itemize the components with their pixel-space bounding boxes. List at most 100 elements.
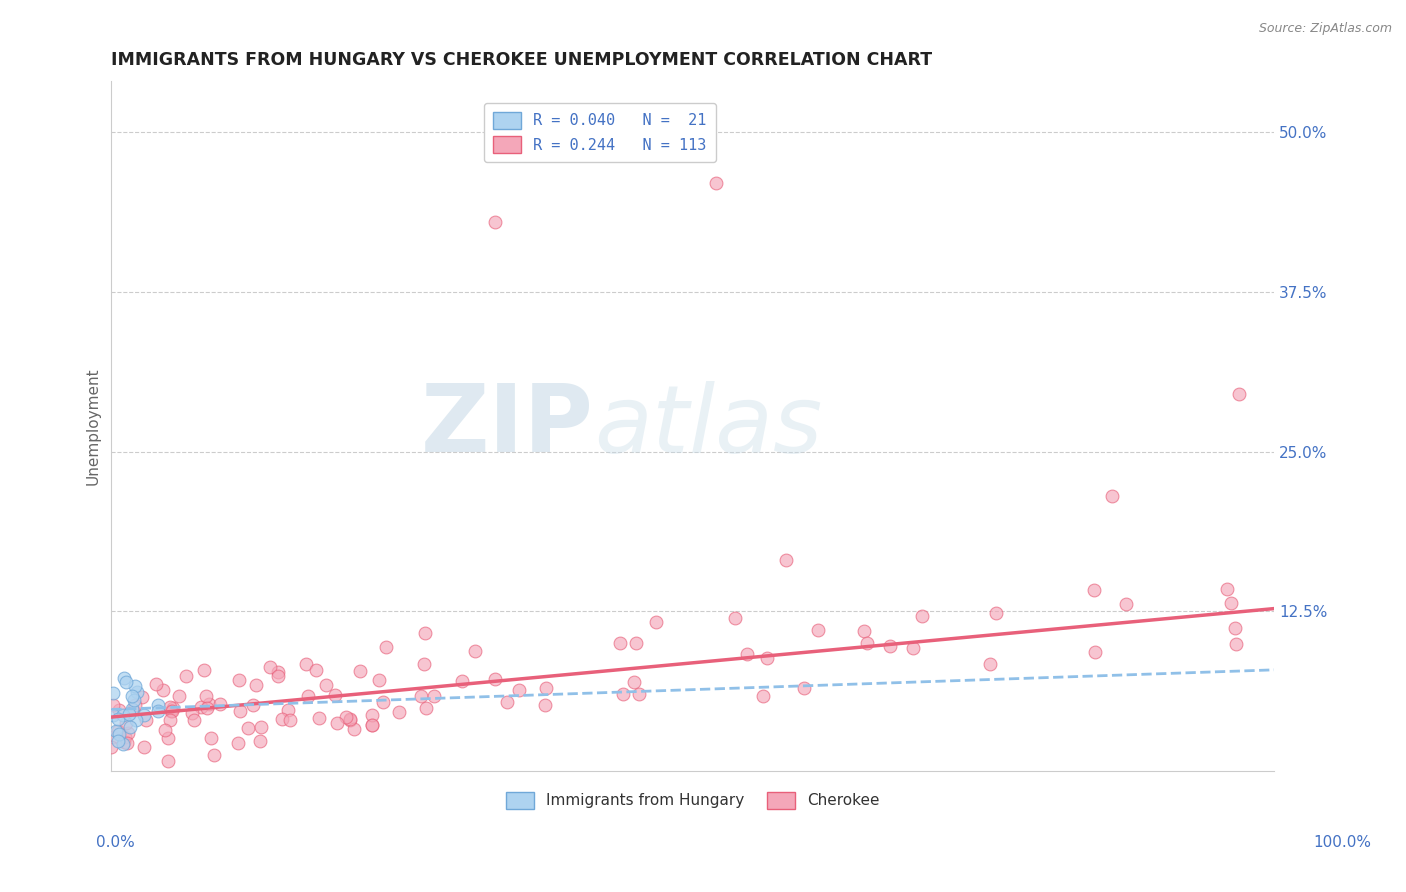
Point xyxy=(115,716,138,731)
Point xyxy=(308,711,330,725)
Point xyxy=(1083,582,1105,597)
Point xyxy=(305,663,328,677)
Point xyxy=(371,695,394,709)
Point xyxy=(101,686,124,700)
Point xyxy=(134,707,156,722)
Point xyxy=(267,665,290,679)
Point xyxy=(250,721,273,735)
Point xyxy=(984,606,1007,620)
Text: atlas: atlas xyxy=(595,381,823,472)
Point xyxy=(361,718,384,732)
Point xyxy=(413,657,436,671)
Point xyxy=(146,704,169,718)
Point xyxy=(297,690,319,704)
Point xyxy=(361,707,384,722)
Point xyxy=(198,697,221,711)
Text: Source: ZipAtlas.com: Source: ZipAtlas.com xyxy=(1258,22,1392,36)
Point xyxy=(775,553,797,567)
Point xyxy=(209,697,232,711)
Point xyxy=(108,727,131,741)
Point xyxy=(343,722,366,736)
Point xyxy=(1084,645,1107,659)
Point xyxy=(853,624,876,639)
Point xyxy=(326,716,349,731)
Point xyxy=(278,713,301,727)
Point xyxy=(1225,621,1247,635)
Y-axis label: Unemployment: Unemployment xyxy=(86,368,100,485)
Point xyxy=(122,703,145,717)
Point xyxy=(508,683,530,698)
Point xyxy=(270,712,292,726)
Point xyxy=(368,673,391,687)
Point xyxy=(183,713,205,727)
Point xyxy=(193,663,215,677)
Point xyxy=(901,641,924,656)
Point xyxy=(124,698,146,712)
Point xyxy=(737,647,759,661)
Point xyxy=(496,695,519,709)
Point xyxy=(609,636,631,650)
Point xyxy=(249,733,271,747)
Point xyxy=(174,669,197,683)
Point xyxy=(724,611,747,625)
Point xyxy=(1225,637,1247,651)
Point xyxy=(339,713,361,727)
Point xyxy=(226,736,249,750)
Point xyxy=(451,674,474,689)
Point xyxy=(415,701,437,715)
Point xyxy=(200,731,222,745)
Point xyxy=(267,668,290,682)
Point xyxy=(807,623,830,637)
Point xyxy=(533,698,555,713)
Point xyxy=(122,693,145,707)
Point xyxy=(181,706,204,720)
Point xyxy=(1101,489,1123,503)
Point xyxy=(245,678,267,692)
Point xyxy=(756,651,779,665)
Point xyxy=(112,671,135,685)
Point xyxy=(856,636,879,650)
Point xyxy=(752,689,775,703)
Point xyxy=(162,704,184,718)
Point xyxy=(228,673,250,687)
Point xyxy=(111,737,134,751)
Text: 100.0%: 100.0% xyxy=(1313,836,1371,850)
Point xyxy=(1115,597,1137,611)
Text: ZIP: ZIP xyxy=(422,380,595,472)
Point xyxy=(335,710,357,724)
Text: IMMIGRANTS FROM HUNGARY VS CHEROKEE UNEMPLOYMENT CORRELATION CHART: IMMIGRANTS FROM HUNGARY VS CHEROKEE UNEM… xyxy=(111,51,932,69)
Point xyxy=(423,689,446,703)
Point xyxy=(242,698,264,713)
Point xyxy=(118,706,141,721)
Point xyxy=(911,609,934,624)
Legend: Immigrants from Hungary, Cherokee: Immigrants from Hungary, Cherokee xyxy=(501,786,886,814)
Point xyxy=(114,730,136,744)
Point xyxy=(323,689,346,703)
Point xyxy=(623,674,645,689)
Text: 0.0%: 0.0% xyxy=(96,836,135,850)
Point xyxy=(112,708,135,723)
Point xyxy=(124,713,146,727)
Point xyxy=(361,718,384,732)
Point xyxy=(148,698,170,713)
Point xyxy=(375,640,398,655)
Point xyxy=(131,690,153,704)
Point xyxy=(134,739,156,754)
Point xyxy=(145,677,167,691)
Point xyxy=(413,626,436,640)
Point xyxy=(115,737,138,751)
Point xyxy=(1220,596,1243,610)
Point xyxy=(125,685,148,699)
Point xyxy=(103,730,125,744)
Point xyxy=(1215,582,1237,596)
Point xyxy=(152,682,174,697)
Point xyxy=(162,700,184,714)
Point xyxy=(388,705,411,719)
Point xyxy=(277,703,299,717)
Point xyxy=(135,714,157,728)
Point xyxy=(103,698,125,713)
Point xyxy=(484,672,506,686)
Point xyxy=(124,679,146,693)
Point xyxy=(107,734,129,748)
Point xyxy=(979,657,1001,671)
